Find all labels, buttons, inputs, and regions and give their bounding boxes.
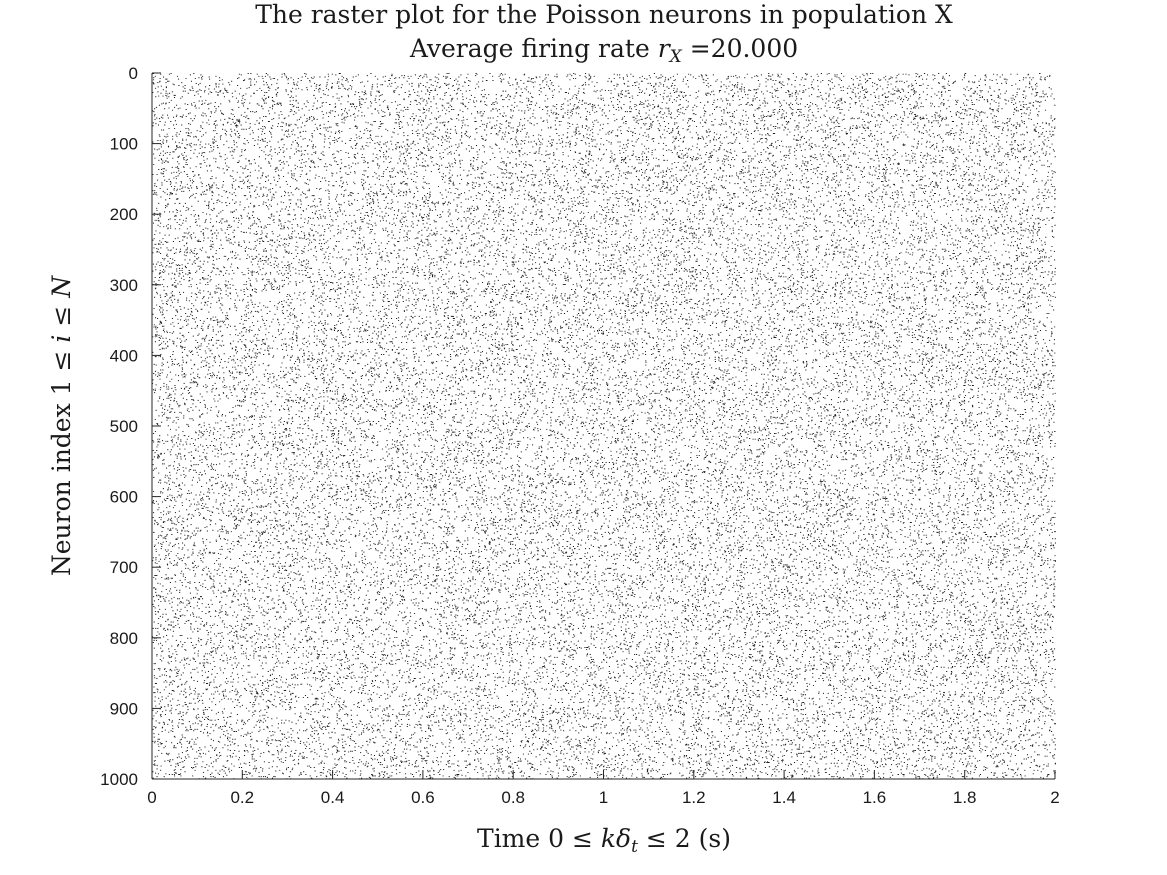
- x-tick-label: 0.4: [321, 788, 345, 807]
- y-axis-ticks: 0 100 200 300 400 500 600 700 800 900 1000: [100, 64, 161, 789]
- y-tick-label: 800: [110, 629, 138, 648]
- y-tick-label: 900: [110, 699, 138, 718]
- spike-points: [152, 73, 1057, 780]
- y-tick-label: 300: [110, 276, 138, 295]
- y-tick-label: 400: [110, 346, 138, 365]
- y-tick-label: 0: [129, 64, 138, 83]
- y-tick-label: 1000: [100, 770, 138, 789]
- x-tick-label: 1.4: [772, 788, 796, 807]
- x-axis-label: Time 0 ≤ kδt ≤ 2 (s): [477, 824, 731, 857]
- y-tick-label: 500: [110, 417, 138, 436]
- y-tick-label: 100: [110, 135, 138, 154]
- x-tick-label: 0.8: [501, 788, 525, 807]
- x-tick-label: 0.2: [230, 788, 254, 807]
- x-axis-ticks: 0 0.2 0.4 0.6 0.8 1 1.2 1.4 1.6 1.8 2: [147, 770, 1060, 807]
- y-axis-label: Neuron index 1 ≤ i ≤ N: [47, 275, 76, 576]
- x-tick-label: 0.6: [411, 788, 435, 807]
- x-tick-label: 1: [599, 788, 608, 807]
- y-tick-label: 700: [110, 558, 138, 577]
- chart-subtitle: Average firing rate rX =20.000: [409, 34, 798, 67]
- x-tick-label: 2: [1050, 788, 1059, 807]
- x-tick-label: 1.2: [682, 788, 706, 807]
- spike-markers: [152, 73, 1057, 780]
- x-tick-label: 0: [147, 788, 156, 807]
- y-tick-label: 600: [110, 488, 138, 507]
- x-tick-label: 1.8: [953, 788, 977, 807]
- y-tick-label: 200: [110, 205, 138, 224]
- chart-title: The raster plot for the Poisson neurons …: [255, 0, 953, 29]
- x-tick-label: 1.6: [863, 788, 887, 807]
